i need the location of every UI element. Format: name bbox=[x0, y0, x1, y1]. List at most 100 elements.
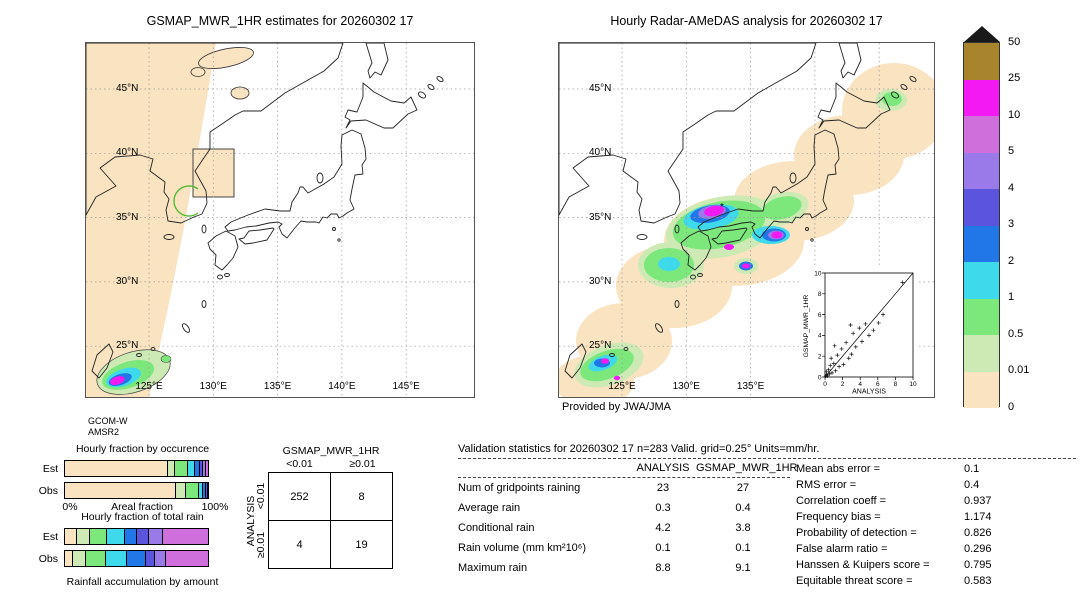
scatter-point bbox=[859, 339, 864, 344]
scatter-point bbox=[867, 333, 871, 338]
scatter-point bbox=[881, 312, 886, 317]
contingency-col-headers: <0.01 ≥0.01 bbox=[268, 458, 394, 470]
bar-segment bbox=[207, 483, 208, 498]
metric-line: RMS error = 0.4 bbox=[796, 477, 992, 493]
bar-segment bbox=[126, 551, 146, 566]
validation-cell: 4.2 bbox=[655, 522, 671, 534]
contingency-table: 252 8 4 19 bbox=[268, 472, 393, 569]
scatter-point bbox=[849, 352, 854, 357]
validation-title: Validation statistics for 20260302 17 n=… bbox=[458, 443, 1076, 459]
bar-segment bbox=[147, 529, 163, 544]
validation-row: Rain volume (mm km²10⁶) 0.1 0.1 bbox=[458, 538, 790, 558]
inset-tick bbox=[822, 293, 896, 380]
colorbar-tick-label: 3 bbox=[1008, 218, 1015, 230]
validation-cell: Maximum rain bbox=[458, 562, 528, 574]
colorbar-tick-label: 50 bbox=[1008, 35, 1021, 48]
bar-segment bbox=[136, 529, 148, 544]
inset-tick: 8 bbox=[818, 291, 822, 298]
bar-segment bbox=[65, 483, 176, 498]
inset-tick: 2 bbox=[818, 354, 822, 361]
bar-row-label: Obs bbox=[38, 484, 58, 497]
colorbar-tick-label: 1 bbox=[1008, 291, 1015, 303]
satellite-source-label: GCOM-W AMSR2 bbox=[88, 416, 128, 438]
bar-row-label: Est bbox=[42, 462, 58, 475]
validation-cell: 8.8 bbox=[655, 562, 671, 574]
contingency-title: GSMAP_MWR_1HR bbox=[282, 445, 380, 457]
colorbar-segment bbox=[964, 152, 999, 189]
colorbar-tick-label: 0.5 bbox=[1008, 327, 1024, 340]
bar-segment bbox=[186, 461, 194, 476]
colorbar-segment bbox=[964, 298, 999, 335]
totalrain-caption: Rainfall accumulation by amount bbox=[66, 576, 219, 588]
inset-tick: 0 bbox=[818, 374, 822, 381]
validation-row: Conditional rain 4.2 3.8 bbox=[458, 518, 790, 538]
validation-cell: Average rain bbox=[458, 502, 521, 514]
validation-table-headers: ANALYSIS GSMAP_MWR_1HR bbox=[458, 459, 798, 478]
occurrence-est-bar bbox=[64, 460, 209, 477]
scatter-point bbox=[846, 356, 851, 361]
gsmap-swath bbox=[86, 43, 254, 397]
inset-tick bbox=[822, 355, 843, 380]
scatter-point bbox=[900, 280, 905, 285]
validation-cell: 0.3 bbox=[655, 502, 671, 514]
inset-tick: 6 bbox=[818, 312, 822, 319]
scatter-point bbox=[826, 367, 831, 372]
colorbar-segment bbox=[964, 79, 999, 116]
validation-cell: 27 bbox=[736, 482, 750, 494]
scatter-point bbox=[853, 344, 858, 349]
scatter-point bbox=[848, 323, 853, 327]
bar-segment bbox=[76, 529, 90, 544]
scatter-point bbox=[824, 369, 829, 374]
metric-label: RMS error = bbox=[796, 479, 857, 491]
scatter-point bbox=[863, 321, 868, 326]
colorbar-tick-label: 2 bbox=[1008, 254, 1015, 267]
scatter-point bbox=[835, 353, 840, 358]
contingency-cell: 252 bbox=[268, 472, 331, 521]
bar-segment bbox=[202, 461, 206, 476]
colorbar-segment bbox=[964, 262, 999, 299]
inset-tick bbox=[822, 314, 879, 380]
contingency-cell: 19 bbox=[330, 520, 393, 569]
scatter-point bbox=[829, 356, 834, 361]
validation-cell: Conditional rain bbox=[458, 522, 535, 534]
radar-map-svg: * 00 2 2 4 4 6 6 8 8 10 10 ANALYSIS GSMAP_MWR_1HR bbox=[559, 43, 934, 397]
colorbar-segment bbox=[964, 225, 999, 262]
scatter-point bbox=[837, 364, 842, 369]
bar-segment bbox=[205, 461, 208, 476]
inset-ylabel: GSMAP_MWR_1HR bbox=[803, 295, 810, 358]
metric-value: 0.583 bbox=[964, 575, 992, 587]
validation-metrics: Mean abs error = 0.1 RMS error = 0.4 Correla… bbox=[790, 459, 992, 589]
bar-segment bbox=[85, 551, 106, 566]
left-map-title: GSMAP_MWR_1HR estimates for 20260302 17 bbox=[146, 14, 414, 28]
metric-line: Probability of detection = 0.826 bbox=[796, 525, 992, 541]
bar-segment bbox=[65, 529, 77, 544]
bar-segment bbox=[185, 483, 198, 498]
totalrain-obs-bar bbox=[64, 550, 209, 567]
scatter-point bbox=[871, 328, 876, 333]
col-header-gsmap: GSMAP_MWR_1HR bbox=[696, 462, 798, 474]
colorbar-tick-label: 0 bbox=[1008, 400, 1015, 413]
metric-value: 0.296 bbox=[964, 543, 992, 555]
metric-label: Correlation coeff = bbox=[796, 495, 886, 507]
bar-row: Obs bbox=[20, 550, 220, 567]
radar-map: * 0 0 2 2 4 4 6 6 8 8 10 10 ANALYSIS GSMAP_MWR_1HR … bbox=[558, 42, 935, 398]
validation-cell: 23 bbox=[656, 482, 670, 494]
scatter-points bbox=[823, 280, 905, 378]
rain-contour-arc bbox=[173, 185, 199, 217]
identity-line bbox=[824, 272, 914, 378]
validation-row: Average rain 0.3 0.4 bbox=[458, 498, 790, 518]
scatter-point bbox=[857, 326, 862, 331]
credit-label: Provided by JWA/JMA bbox=[562, 401, 672, 413]
bar-row: Est bbox=[20, 528, 220, 545]
metric-value: 0.1 bbox=[964, 463, 980, 475]
inset-tick bbox=[822, 376, 826, 380]
occurrence-axis: 0% Areal fraction 100% bbox=[20, 501, 228, 514]
inset-tick bbox=[822, 335, 861, 380]
contingency-cell: 4 bbox=[268, 520, 331, 569]
bar-segment bbox=[165, 551, 208, 566]
bar-segment bbox=[72, 551, 85, 566]
bar-segment bbox=[65, 551, 73, 566]
inset-tick: 10 bbox=[814, 270, 822, 277]
bar-row-label: Est bbox=[42, 530, 58, 543]
colorbar-segment bbox=[964, 189, 999, 226]
